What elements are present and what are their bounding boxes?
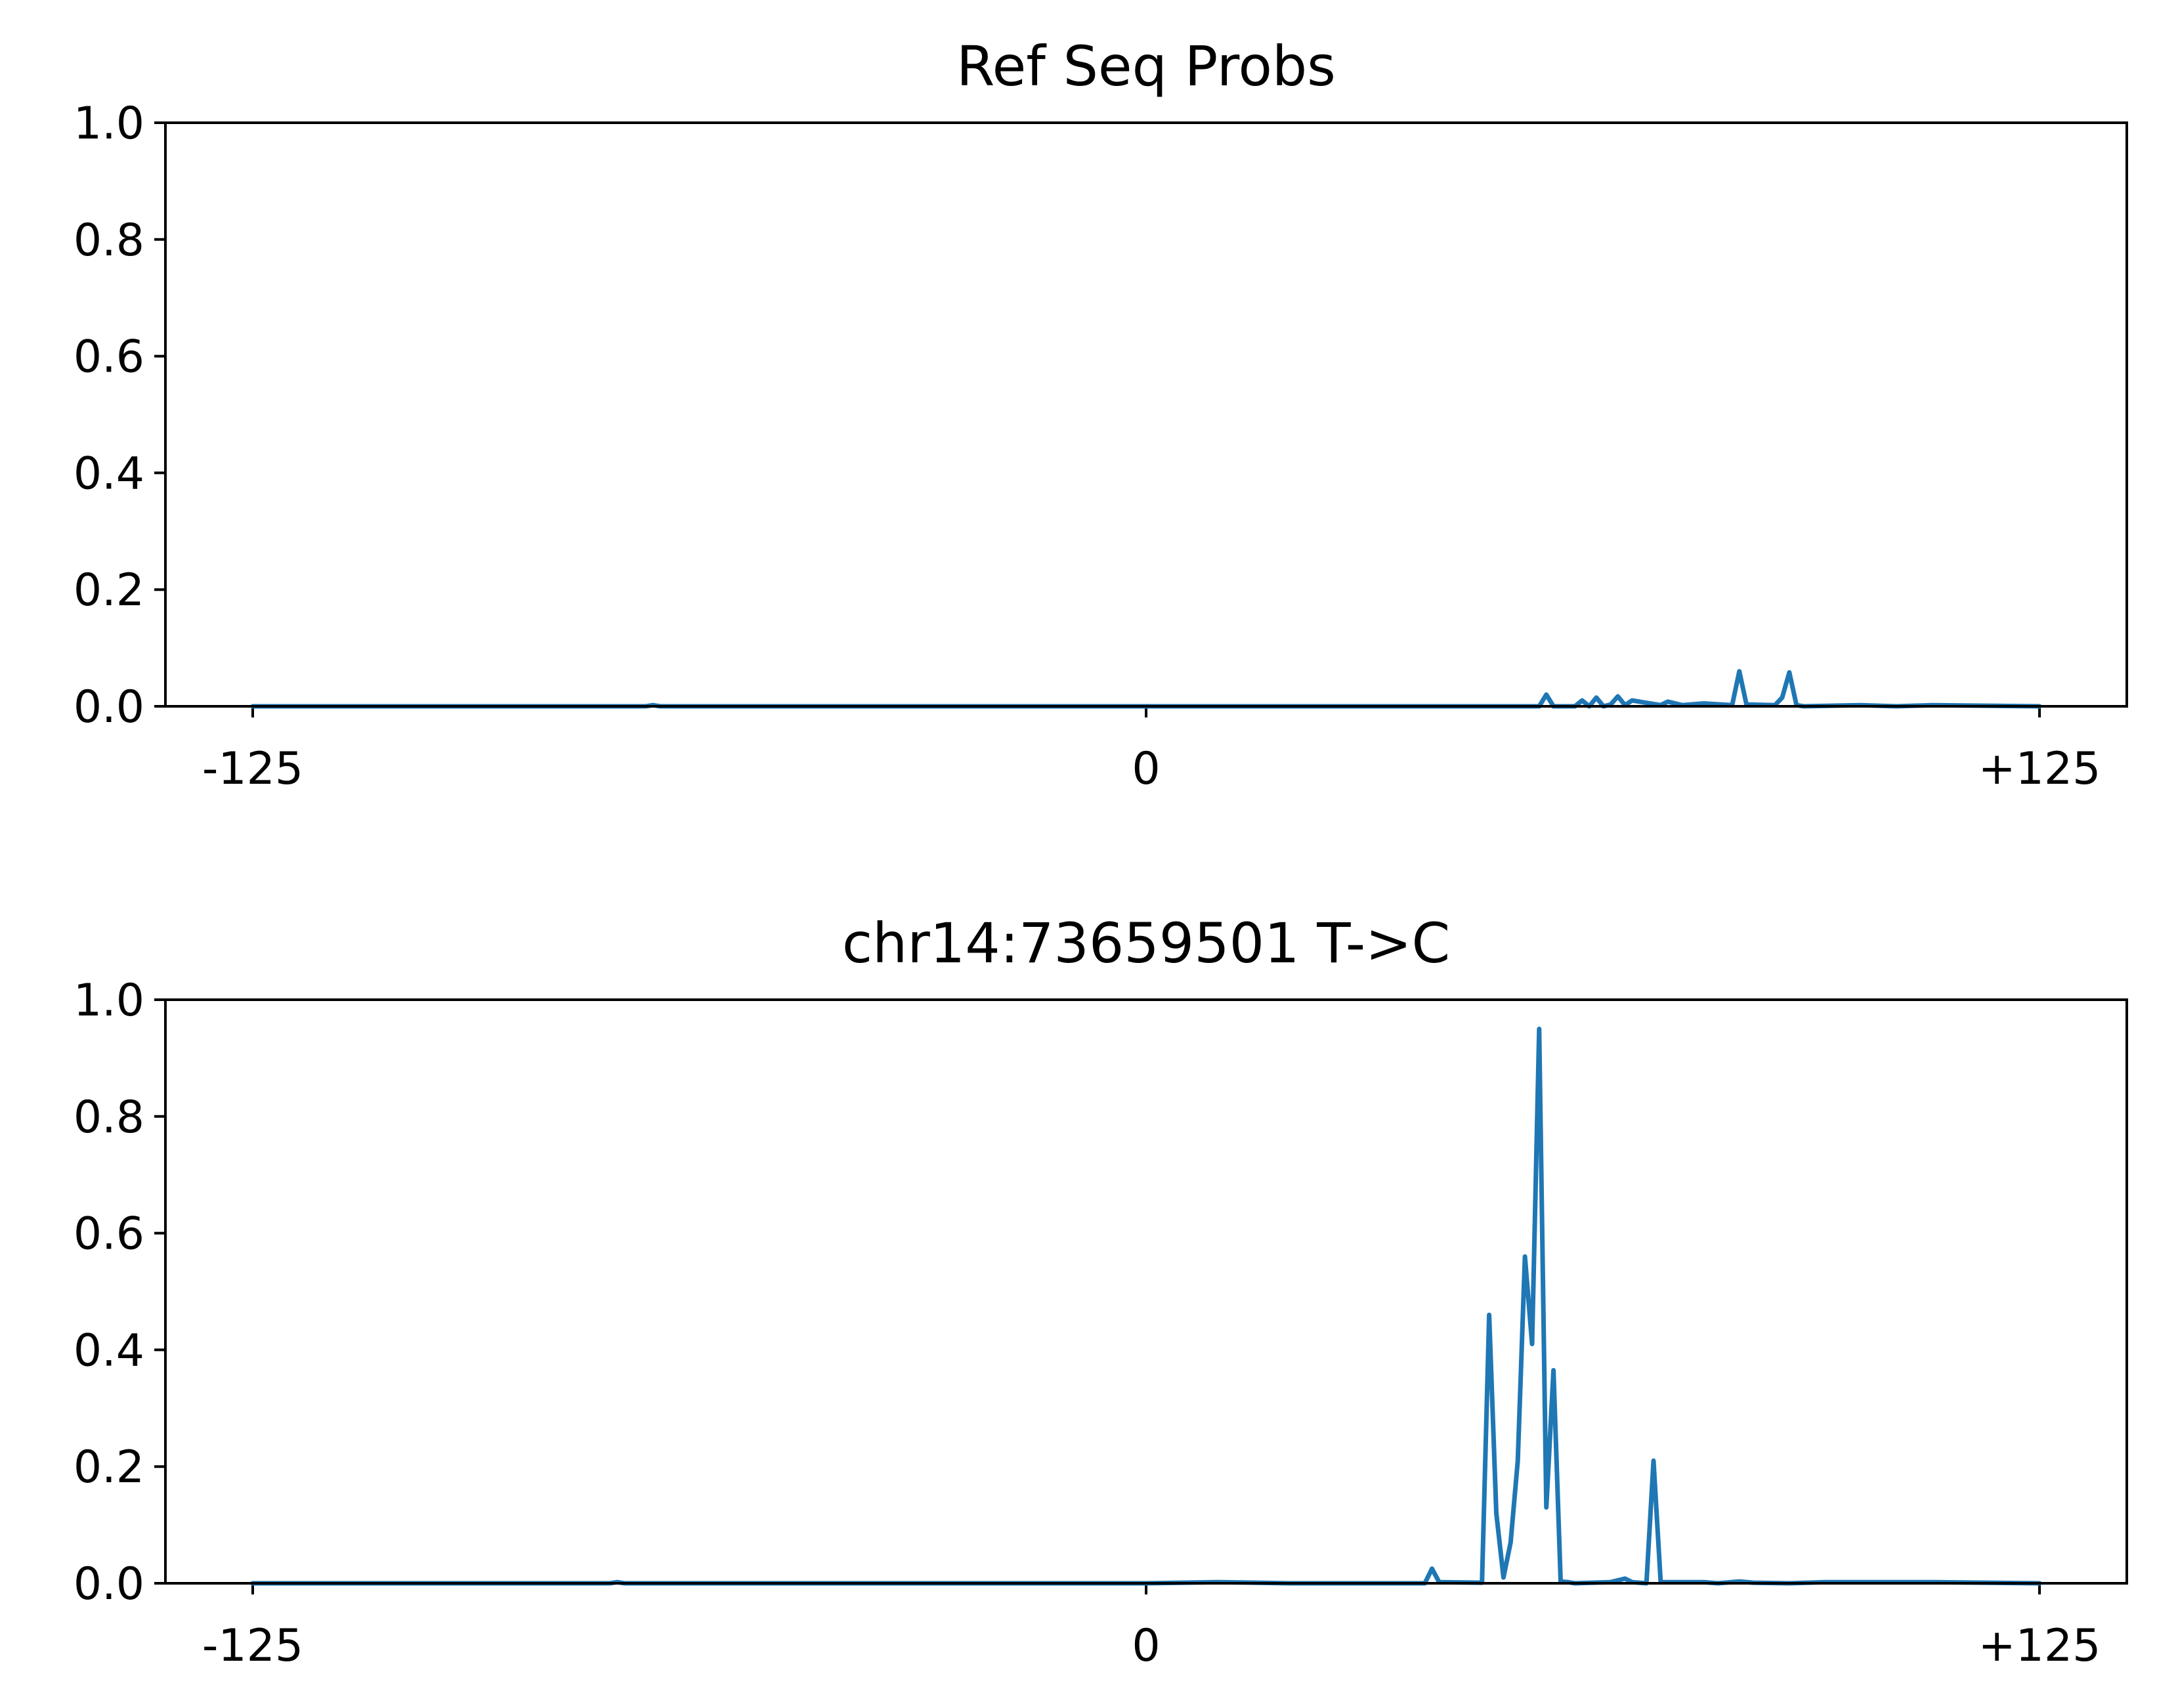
- x-tick: +125: [1978, 1583, 2101, 1672]
- y-tick: 0.2: [74, 565, 165, 616]
- y-tick: 0.4: [74, 1325, 165, 1377]
- y-axis: 0.0 0.2 0.4 0.6 0.8 1.0: [74, 975, 165, 1610]
- x-tick-label: -125: [202, 1620, 303, 1672]
- x-tick-label: 0: [1132, 1620, 1160, 1672]
- y-tick-label: 0.0: [74, 1558, 144, 1610]
- y-tick-label: 0.4: [74, 448, 144, 500]
- y-tick-label: 0.2: [74, 1441, 144, 1493]
- y-tick-label: 0.2: [74, 565, 144, 616]
- y-axis: 0.0 0.2 0.4 0.6 0.8 1.0: [74, 98, 165, 733]
- y-tick-label: 0.8: [74, 215, 144, 267]
- x-tick: +125: [1978, 706, 2101, 795]
- y-tick-label: 0.6: [74, 331, 144, 383]
- y-tick: 0.6: [74, 1208, 165, 1260]
- y-tick-label: 0.8: [74, 1092, 144, 1143]
- x-tick-label: -125: [202, 743, 303, 795]
- y-tick-label: 0.4: [74, 1325, 144, 1377]
- y-tick: 0.8: [74, 215, 165, 267]
- y-tick-label: 0.0: [74, 681, 144, 733]
- x-axis: -125 0 +125: [202, 1583, 2101, 1672]
- x-tick-label: +125: [1978, 1620, 2101, 1672]
- x-tick-label: 0: [1132, 743, 1160, 795]
- x-tick: -125: [202, 1583, 303, 1672]
- y-tick: 0.6: [74, 331, 165, 383]
- y-tick-label: 1.0: [74, 98, 144, 150]
- y-tick: 0.0: [74, 681, 165, 733]
- x-tick-label: +125: [1978, 743, 2101, 795]
- x-axis: -125 0 +125: [202, 706, 2101, 795]
- x-tick: -125: [202, 706, 303, 795]
- y-tick-label: 0.6: [74, 1208, 144, 1260]
- x-tick: 0: [1132, 706, 1161, 795]
- chart-title: chr14:73659501 T->C: [842, 911, 1450, 975]
- chart-panel-variant: chr14:73659501 T->C 0.0 0.2 0.4 0.6 0.8 …: [74, 911, 2128, 1672]
- chart-panel-ref-seq-probs: Ref Seq Probs 0.0 0.2 0.4 0.6 0.8 1.0 -1…: [74, 34, 2128, 795]
- y-tick: 0.4: [74, 448, 165, 500]
- y-tick: 1.0: [74, 98, 165, 150]
- y-tick: 1.0: [74, 975, 165, 1027]
- plot-area: [164, 121, 2128, 708]
- y-tick: 0.2: [74, 1441, 165, 1493]
- chart-title: Ref Seq Probs: [956, 34, 1336, 98]
- y-tick: 0.0: [74, 1558, 165, 1610]
- y-tick: 0.8: [74, 1092, 165, 1143]
- y-tick-label: 1.0: [74, 975, 144, 1027]
- plot-area: [164, 998, 2128, 1585]
